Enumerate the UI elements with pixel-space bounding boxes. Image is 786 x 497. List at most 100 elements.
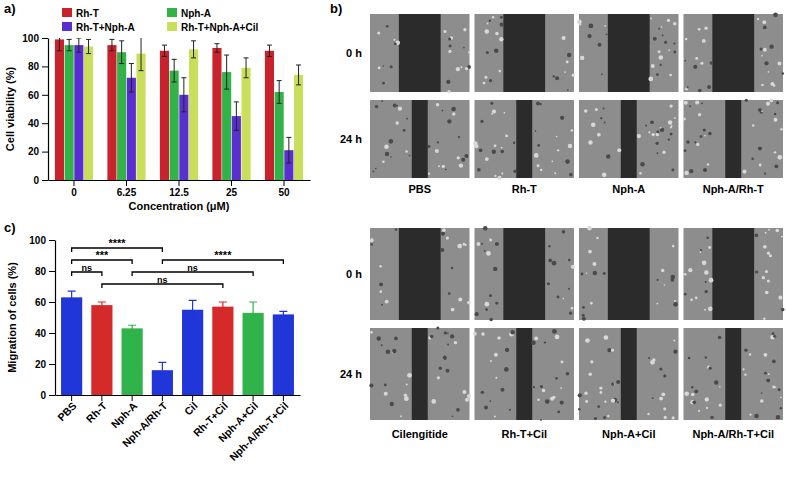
cell: [776, 415, 780, 419]
legend-label: Rh-T: [76, 8, 99, 19]
cell: [707, 85, 711, 89]
cell: [650, 18, 652, 20]
error-bar: [67, 39, 72, 50]
cell: [702, 39, 706, 43]
cell: [766, 102, 770, 106]
cell: [427, 145, 430, 148]
cell: [659, 368, 662, 371]
cell: [705, 290, 708, 293]
bar: [182, 310, 203, 395]
cell: [661, 392, 665, 396]
cell: [491, 113, 493, 115]
tick-mark: [162, 395, 163, 401]
cell: [448, 292, 451, 295]
error-bar: [76, 38, 81, 52]
cell: [440, 248, 444, 252]
cell: [593, 271, 597, 275]
cell: [770, 99, 774, 103]
error-bar: [181, 78, 186, 112]
cell: [473, 141, 478, 146]
scratch: [712, 228, 754, 320]
tick: 20: [35, 359, 55, 370]
cell: [768, 373, 770, 375]
cell: [671, 278, 675, 282]
cell: [571, 265, 575, 269]
cell: [706, 407, 708, 409]
cell: [581, 273, 584, 276]
tick-label: Rh-T: [84, 399, 110, 425]
cell: [588, 372, 592, 376]
axis: PBSRh-TNph-ANph-A/Rh-TCilRh-T+CilNph-A+C…: [55, 395, 301, 463]
cell: [582, 314, 585, 317]
cell: [486, 51, 489, 54]
cell: [448, 37, 451, 40]
cell: [382, 160, 385, 163]
cell: [465, 398, 469, 402]
cell: [377, 336, 381, 340]
cell: [463, 47, 465, 49]
cell: [769, 254, 772, 257]
cell: [763, 245, 767, 249]
cell: [568, 259, 571, 262]
significance-bracket: [72, 260, 132, 264]
cell: [447, 90, 450, 93]
cell: [483, 226, 488, 231]
tick-mark: [49, 364, 55, 365]
cell: [690, 298, 693, 301]
cell: [439, 367, 442, 370]
cell: [698, 113, 701, 116]
cell: [760, 399, 763, 402]
cell: [694, 389, 698, 393]
cell: [461, 158, 465, 162]
cell: [540, 419, 542, 421]
cell: [555, 335, 560, 340]
scratch: [399, 228, 441, 320]
cell: [776, 101, 779, 104]
cell: [560, 387, 562, 389]
scratch: [412, 100, 428, 178]
cell: [673, 302, 678, 307]
cell: [611, 399, 615, 403]
error-bar: [98, 302, 106, 308]
cell: [459, 163, 463, 167]
bar: [189, 49, 198, 180]
image-background: [684, 100, 784, 178]
cell: [780, 396, 782, 398]
significance-bracket: [102, 284, 223, 288]
cell: [533, 386, 535, 388]
tick-mark: [42, 123, 48, 124]
cell: [378, 66, 381, 69]
cell: [497, 176, 501, 180]
cell: [764, 173, 766, 175]
cell: [684, 391, 689, 396]
tick: 0: [40, 390, 55, 401]
cell: [464, 154, 468, 158]
image-background: [684, 14, 784, 92]
image-label: PBS: [408, 183, 431, 195]
cell: [552, 261, 557, 266]
scratch: [621, 100, 637, 178]
figure: a)02040608010006.2512.52550Concentration…: [0, 0, 786, 497]
cell: [500, 16, 503, 19]
cell: [639, 172, 642, 175]
cell: [669, 74, 672, 77]
cell: [757, 18, 759, 20]
cell: [597, 405, 600, 408]
tick-label: 80: [35, 266, 47, 277]
cell: [673, 22, 677, 26]
cell: [577, 20, 582, 25]
cell: [557, 411, 560, 414]
cell: [381, 304, 383, 306]
cell: [568, 144, 573, 149]
axis: 06.2512.52550: [49, 180, 311, 198]
cell: [664, 41, 667, 44]
cell: [398, 107, 402, 111]
error-bar: [162, 45, 167, 56]
cell: [487, 22, 489, 24]
cell: [500, 388, 504, 392]
cell: [637, 134, 641, 138]
bar: [273, 314, 294, 395]
cell: [468, 51, 470, 53]
image-label: Nph-A/Rh-T+Cil: [692, 428, 774, 440]
cell: [564, 71, 566, 73]
